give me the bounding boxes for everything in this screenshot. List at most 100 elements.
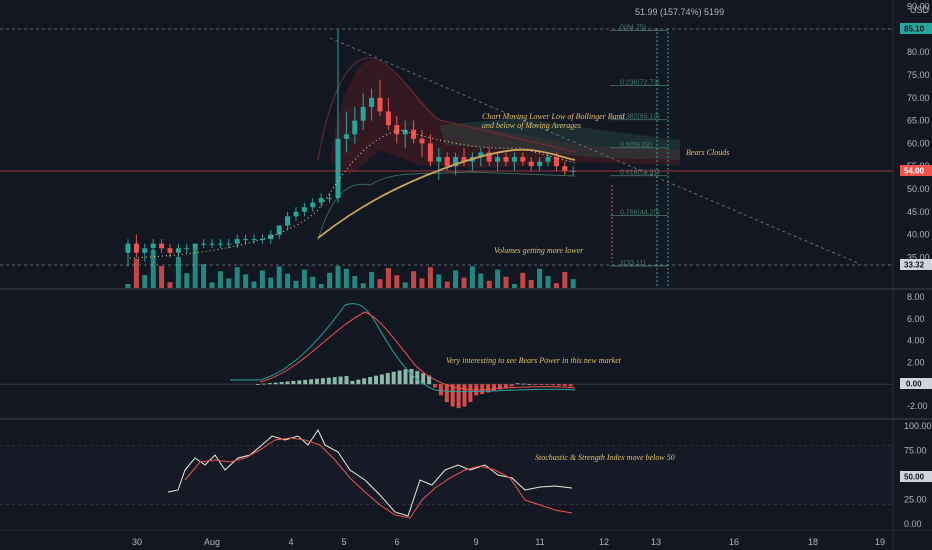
macd-histogram-bar: [409, 368, 414, 385]
volume-bar: [259, 270, 265, 288]
fib-level-label: 0.382(65.19): [620, 114, 660, 121]
pane-separator[interactable]: [0, 288, 932, 290]
macd-histogram-bar: [332, 377, 337, 385]
candle-body: [369, 97, 375, 107]
stoch-axis-label: 25.00: [904, 495, 927, 505]
candle-body: [276, 225, 282, 235]
volume-bar: [217, 271, 223, 288]
fib-level-label: 1(33.11): [620, 260, 646, 267]
macd-histogram-bar: [391, 371, 396, 385]
volume-bar: [461, 277, 467, 288]
macd-histogram-bar: [486, 384, 491, 393]
moving-averages: [129, 129, 576, 259]
macd-histogram-bar: [497, 384, 502, 390]
macd-histogram-bar: [362, 378, 367, 385]
volume-bars: [125, 248, 576, 288]
macd-zero-value: 0.00: [906, 380, 922, 389]
stoch-band-fill: [0, 445, 893, 505]
currency-label[interactable]: USD: [910, 5, 930, 15]
macd-axis-label: 2.00: [907, 357, 925, 367]
fib-level-label: 0.786(44.20): [620, 209, 660, 216]
price-axis-label: 40.00: [907, 230, 930, 240]
volume-bar: [511, 284, 517, 288]
volume-bar: [537, 268, 543, 288]
volume-bar: [419, 278, 425, 288]
volume-bar: [301, 269, 307, 288]
macd-histogram-bar: [521, 383, 526, 385]
macd-histogram-bar: [309, 379, 314, 385]
candle-body: [411, 129, 417, 139]
candle-body: [360, 106, 366, 121]
bollinger-bands: [317, 57, 680, 241]
moving-average-slow: [317, 148, 576, 239]
macd-histogram-bar: [533, 384, 538, 385]
time-axis-label: 12: [599, 537, 609, 547]
volume-bar: [520, 272, 526, 288]
macd-histogram-bar: [385, 373, 390, 385]
stoch-axis-label: 75.00: [904, 446, 927, 456]
price-axis-label: 75.00: [907, 70, 930, 80]
macd-axis-label: -2.00: [907, 401, 928, 411]
candle-body: [503, 157, 509, 162]
stoch-annotation: Stochastic & Strength Index move below 5…: [535, 453, 675, 462]
candle-body: [520, 157, 526, 162]
volume-bar: [360, 283, 366, 288]
macd-histogram-bar: [421, 373, 426, 385]
macd-line: [230, 303, 576, 393]
macd-histogram-bar: [444, 384, 449, 403]
candle-body: [335, 138, 341, 199]
price-axis-label: 45.00: [907, 207, 930, 217]
price-axis-label: 65.00: [907, 116, 930, 126]
macd-histogram-bar: [480, 384, 485, 395]
candle-body: [201, 243, 207, 245]
pane-separator[interactable]: [0, 418, 932, 420]
downtrend-line[interactable]: [329, 37, 861, 265]
candle-body: [150, 243, 156, 249]
macd-histogram-bar: [456, 384, 461, 409]
volume-bar: [251, 281, 257, 288]
macd-histogram-bar: [320, 378, 325, 385]
time-axis-label: 19: [875, 537, 885, 547]
candle-body: [234, 239, 240, 244]
last-price-badge: [900, 165, 932, 176]
macd-histogram-bar: [450, 384, 455, 407]
macd-signal-line: [259, 311, 576, 391]
macd-histogram-bar: [279, 382, 284, 385]
macd-histogram-bar: [545, 384, 550, 385]
macd-histogram-bar: [379, 374, 384, 385]
price-axis-label: 35.00: [907, 252, 930, 262]
candle-body: [343, 134, 349, 139]
time-axis-label: Aug: [204, 537, 220, 547]
macd-zero-badge: [900, 378, 932, 389]
low-price-value: 33.32: [904, 261, 925, 270]
candle-body: [495, 157, 501, 162]
low-price-badge: [900, 259, 932, 270]
candle-body: [537, 161, 543, 167]
time-axis-label: 5: [341, 537, 346, 547]
volume-bar: [335, 266, 341, 288]
macd-histogram-bar: [256, 384, 260, 385]
candle-body: [377, 97, 383, 112]
candle-body: [175, 248, 181, 253]
volume-bar: [402, 282, 408, 288]
candle-body: [478, 152, 484, 158]
candle-body: [427, 143, 433, 162]
volume-bar: [486, 280, 492, 288]
volume-bar: [427, 267, 433, 288]
time-axis-label: 13: [651, 537, 661, 547]
macd-histogram-bar: [527, 383, 532, 385]
volume-bar: [369, 272, 375, 288]
candle-body: [444, 157, 450, 167]
volume-bar: [436, 274, 442, 288]
macd-histogram-bar: [568, 384, 573, 387]
macd-histogram-bar: [397, 370, 402, 385]
candle-body: [436, 157, 442, 162]
fibonacci-retracement[interactable]: 0(84.75) 0.236(72.73) 0.382(65.19) 0.5(59.0…: [610, 25, 668, 267]
volume-bar: [394, 275, 400, 288]
volume-annotation: Volumes getting more lower: [494, 246, 584, 255]
volume-bar: [142, 275, 148, 288]
volume-bar: [553, 283, 559, 288]
fib-level-label: 0.618(52.91): [620, 170, 660, 177]
time-axis-label: 18: [808, 537, 818, 547]
